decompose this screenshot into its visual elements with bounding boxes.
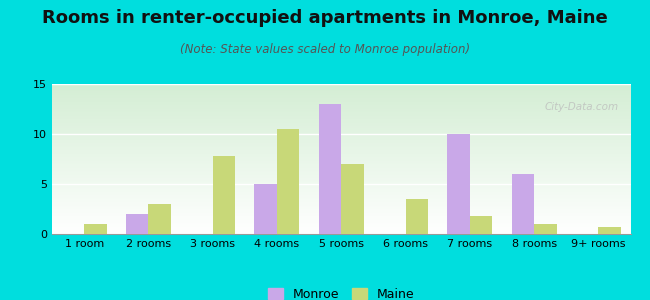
Text: (Note: State values scaled to Monroe population): (Note: State values scaled to Monroe pop…	[180, 44, 470, 56]
Bar	[534, 224, 556, 234]
Bar	[277, 129, 300, 234]
Bar	[406, 199, 428, 234]
Bar	[512, 174, 534, 234]
Text: Rooms in renter-occupied apartments in Monroe, Maine: Rooms in renter-occupied apartments in M…	[42, 9, 608, 27]
Bar	[213, 156, 235, 234]
Legend: Monroe, Maine: Monroe, Maine	[263, 283, 419, 300]
Bar	[470, 216, 492, 234]
Bar	[341, 164, 364, 234]
Bar	[255, 184, 277, 234]
Bar	[84, 224, 107, 234]
Bar	[148, 204, 171, 234]
Bar	[599, 227, 621, 234]
Bar	[447, 134, 470, 234]
Bar	[126, 214, 148, 234]
Text: City-Data.com: City-Data.com	[545, 102, 619, 112]
Bar	[318, 104, 341, 234]
